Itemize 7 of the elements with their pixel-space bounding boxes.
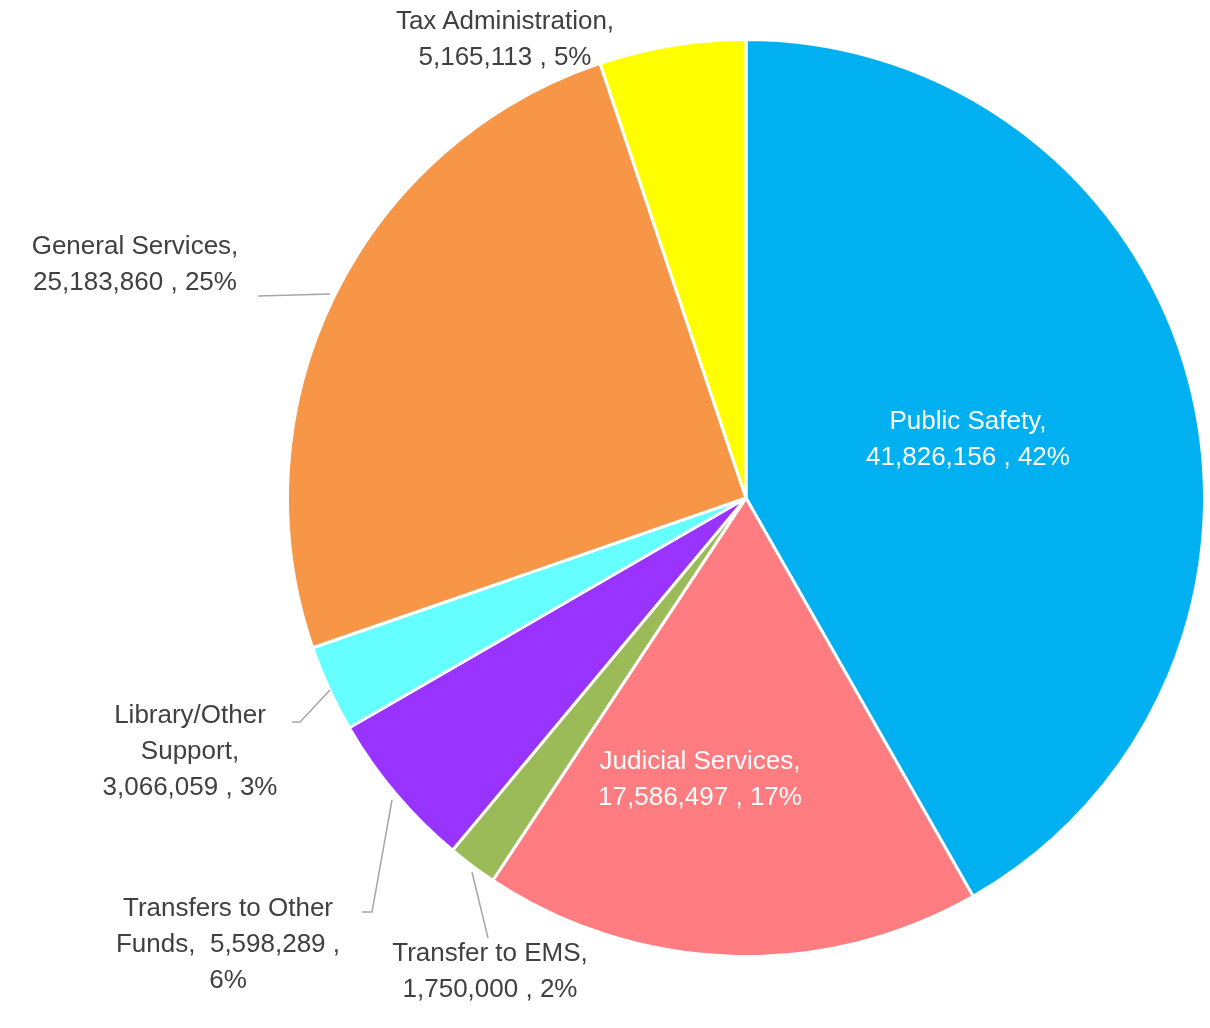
- slice-label: Public Safety, 41,826,156 , 42%: [866, 405, 1070, 472]
- slice-label: Transfer to EMS, 1,750,000 , 2%: [392, 937, 588, 1004]
- slice-label: Transfers to Other Funds, 5,598,289 , 6%: [115, 892, 341, 995]
- slice-label: General Services, 25,183,860 , 25%: [31, 230, 239, 297]
- slice-label: Tax Administration, 5,165,113 , 5%: [395, 5, 615, 72]
- slice-label: Library/Other Support, 3,066,059 , 3%: [102, 699, 278, 802]
- slice-label: Judicial Services, 17,586,497 , 17%: [598, 745, 802, 812]
